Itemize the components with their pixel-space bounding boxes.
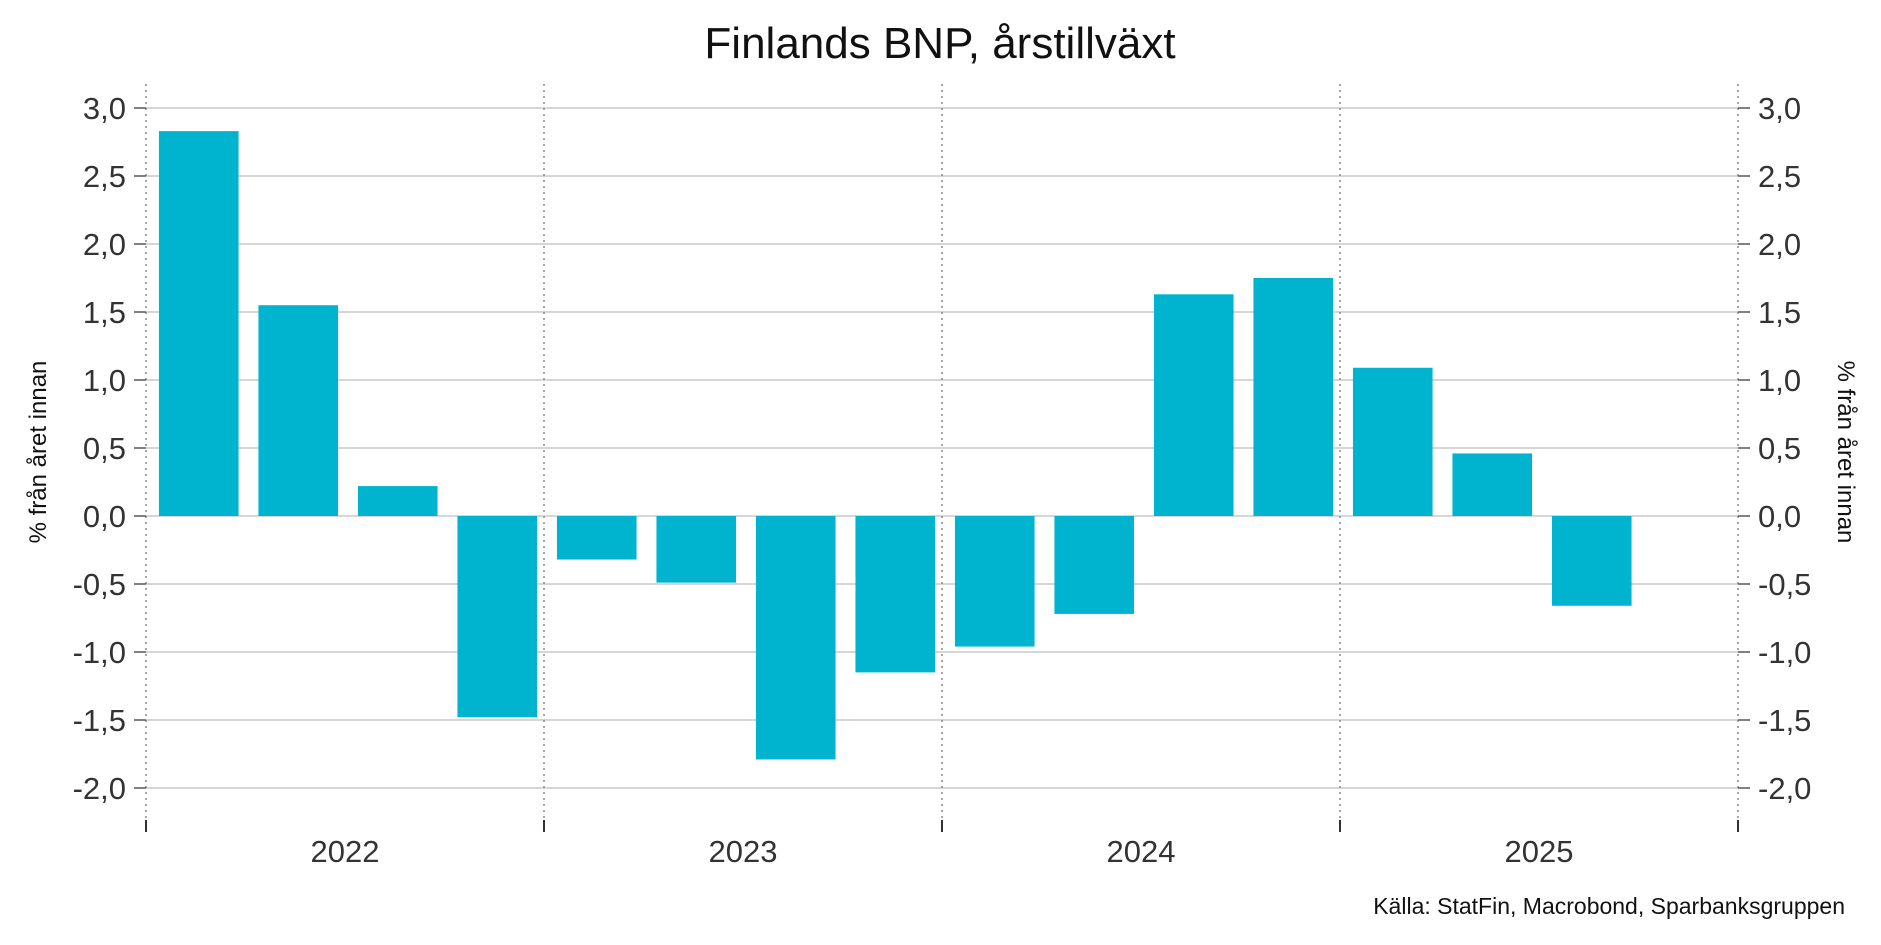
bar: [457, 516, 538, 718]
y-tick-label-left: -2,0: [73, 771, 126, 806]
bar: [855, 516, 936, 673]
x-tick-label: 2025: [1505, 834, 1574, 869]
bar: [656, 516, 737, 583]
y-tick-label-left: -0,5: [73, 567, 126, 602]
y-tick-label-right: 0,5: [1758, 431, 1801, 466]
source-note: Källa: StatFin, Macrobond, Sparbanksgrup…: [1373, 893, 1845, 919]
y-tick-label-right: -2,0: [1758, 771, 1811, 806]
bar: [1551, 516, 1632, 606]
bar: [556, 516, 637, 560]
y-tick-label-right: 1,0: [1758, 363, 1801, 398]
bar: [1452, 453, 1533, 516]
bar: [158, 131, 239, 516]
y-tick-label-right: 2,5: [1758, 159, 1801, 194]
y-tick-label-left: -1,0: [73, 635, 126, 670]
y-tick-label-right: 1,5: [1758, 295, 1801, 330]
y-tick-label-right: -1,0: [1758, 635, 1811, 670]
bar: [1352, 367, 1433, 516]
y-axis-label-right: % från året innan: [1832, 361, 1859, 544]
y-tick-label-left: 1,0: [83, 363, 126, 398]
bar: [954, 516, 1035, 647]
y-axis-label-left: % från året innan: [25, 361, 52, 544]
bar: [1054, 516, 1135, 614]
bar: [357, 486, 438, 516]
y-tick-label-left: 2,0: [83, 227, 126, 262]
y-tick-label-left: 3,0: [83, 91, 126, 126]
x-tick-label: 2022: [311, 834, 380, 869]
chart-title: Finlands BNP, årstillväxt: [704, 19, 1175, 68]
bar: [1153, 294, 1234, 516]
y-tick-label-left: 1,5: [83, 295, 126, 330]
bar: [258, 305, 339, 516]
y-tick-label-right: -1,5: [1758, 703, 1811, 738]
bar: [1253, 278, 1334, 516]
y-tick-label-left: 2,5: [83, 159, 126, 194]
x-tick-label: 2023: [709, 834, 778, 869]
y-tick-label-left: 0,0: [83, 499, 126, 534]
y-tick-label-left: -1,5: [73, 703, 126, 738]
y-tick-label-right: 3,0: [1758, 91, 1801, 126]
y-tick-label-right: 0,0: [1758, 499, 1801, 534]
bar: [755, 516, 836, 760]
y-tick-label-left: 0,5: [83, 431, 126, 466]
y-tick-label-right: -0,5: [1758, 567, 1811, 602]
x-tick-label: 2024: [1107, 834, 1176, 869]
y-tick-label-right: 2,0: [1758, 227, 1801, 262]
